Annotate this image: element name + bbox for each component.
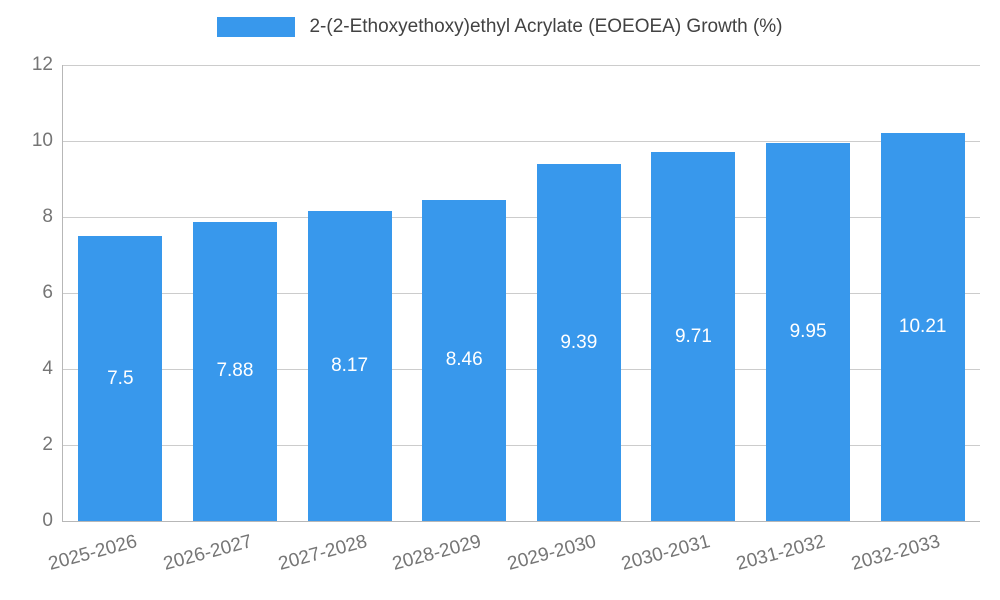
- legend-swatch-icon: [217, 17, 296, 37]
- gridline-y-6: [63, 293, 980, 294]
- bar-value-label: 7.88: [216, 360, 254, 382]
- gridline-y-4: [63, 369, 980, 370]
- gridline-y-10: [63, 141, 980, 142]
- bar-value-label: 8.17: [331, 354, 369, 376]
- bar-2029-2030[interactable]: 9.39: [536, 164, 621, 521]
- gridline-y-2: [63, 445, 980, 446]
- bar-2027-2028[interactable]: 8.17: [307, 210, 392, 521]
- bar-value-label: 10.21: [898, 316, 947, 338]
- legend-label: 2-(2-Ethoxyethoxy)ethyl Acrylate (EOEOEA…: [309, 16, 783, 37]
- y-axis-tick-label: 0: [42, 510, 53, 531]
- y-axis-tick-label: 6: [42, 282, 53, 303]
- bar-value-label: 7.5: [107, 367, 134, 389]
- bar-2030-2031[interactable]: 9.71: [651, 152, 736, 521]
- bar-2032-2033[interactable]: 10.21: [880, 133, 965, 521]
- bar-value-label: 9.39: [560, 331, 598, 353]
- plot-area: 0 2 4 6 8 10 12 7.5 2025-2026 7.88 2026-2027 8.17 20…: [32, 54, 980, 575]
- y-axis-tick-label: 2: [42, 434, 53, 455]
- chart-legend[interactable]: 2-(2-Ethoxyethoxy)ethyl Acrylate (EOEOEA…: [0, 16, 1000, 38]
- gridline-y-12: [63, 65, 980, 66]
- bar-2026-2027[interactable]: 7.88: [192, 221, 277, 521]
- bar-2025-2026[interactable]: 7.5: [78, 236, 163, 521]
- y-axis-tick-label: 4: [42, 358, 53, 379]
- bar-2031-2032[interactable]: 9.95: [766, 142, 851, 521]
- y-axis-tick-label: 12: [31, 54, 53, 75]
- bar-value-label: 9.95: [789, 320, 827, 342]
- gridline-y-8: [63, 217, 980, 218]
- y-axis-tick-label: 10: [31, 130, 53, 151]
- y-axis-tick-label: 8: [42, 206, 53, 227]
- bar-value-label: 8.46: [445, 349, 483, 371]
- bar-2028-2029[interactable]: 8.46: [422, 199, 507, 521]
- bar-value-label: 9.71: [674, 325, 712, 347]
